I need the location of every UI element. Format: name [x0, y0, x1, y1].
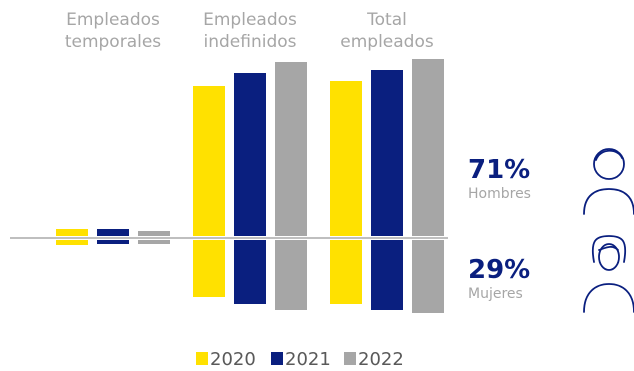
men-label: Hombres — [468, 186, 531, 202]
bars-mujeres — [56, 240, 444, 313]
bar-hombres-2022 — [138, 231, 170, 236]
bar-mujeres-2020 — [56, 240, 88, 245]
legend: 2020 2021 2022 — [196, 349, 404, 370]
bar-mujeres-2020 — [330, 240, 362, 304]
bar-mujeres-2022 — [412, 240, 444, 313]
category-label: indefinidos — [203, 32, 296, 52]
women-percent: 29% — [468, 255, 530, 285]
bar-hombres-2021 — [371, 70, 403, 236]
category-labels: EmpleadostemporalesEmpleadosindefinidosT… — [65, 10, 434, 52]
legend-swatch-2022 — [344, 352, 356, 365]
legend-label-2022: 2022 — [358, 349, 404, 370]
bar-mujeres-2021 — [97, 240, 129, 244]
bar-hombres-2020 — [193, 86, 225, 236]
women-label: Mujeres — [468, 286, 523, 302]
bar-hombres-2021 — [97, 229, 129, 236]
bar-mujeres-2022 — [138, 240, 170, 244]
legend-swatch-2021 — [271, 352, 283, 365]
bar-mujeres-2021 — [371, 240, 403, 310]
woman-icon — [583, 235, 634, 313]
category-label: Total — [366, 10, 407, 30]
bar-hombres-2022 — [412, 59, 444, 236]
bar-hombres-2022 — [275, 62, 307, 236]
category-label: temporales — [65, 32, 161, 52]
category-label: empleados — [340, 32, 434, 52]
bar-mujeres-2021 — [234, 240, 266, 304]
bar-hombres-2021 — [234, 73, 266, 236]
legend-swatch-2020 — [196, 352, 208, 365]
category-label: Empleados — [203, 10, 297, 30]
bar-hombres-2020 — [330, 81, 362, 236]
bar-mujeres-2020 — [193, 240, 225, 297]
bar-hombres-2020 — [56, 229, 88, 236]
bars-hombres — [56, 59, 444, 236]
category-label: Empleados — [66, 10, 160, 30]
bar-mujeres-2022 — [275, 240, 307, 310]
man-icon — [583, 148, 634, 215]
men-percent: 71% — [468, 155, 530, 185]
legend-label-2020: 2020 — [210, 349, 256, 370]
legend-label-2021: 2021 — [285, 349, 331, 370]
